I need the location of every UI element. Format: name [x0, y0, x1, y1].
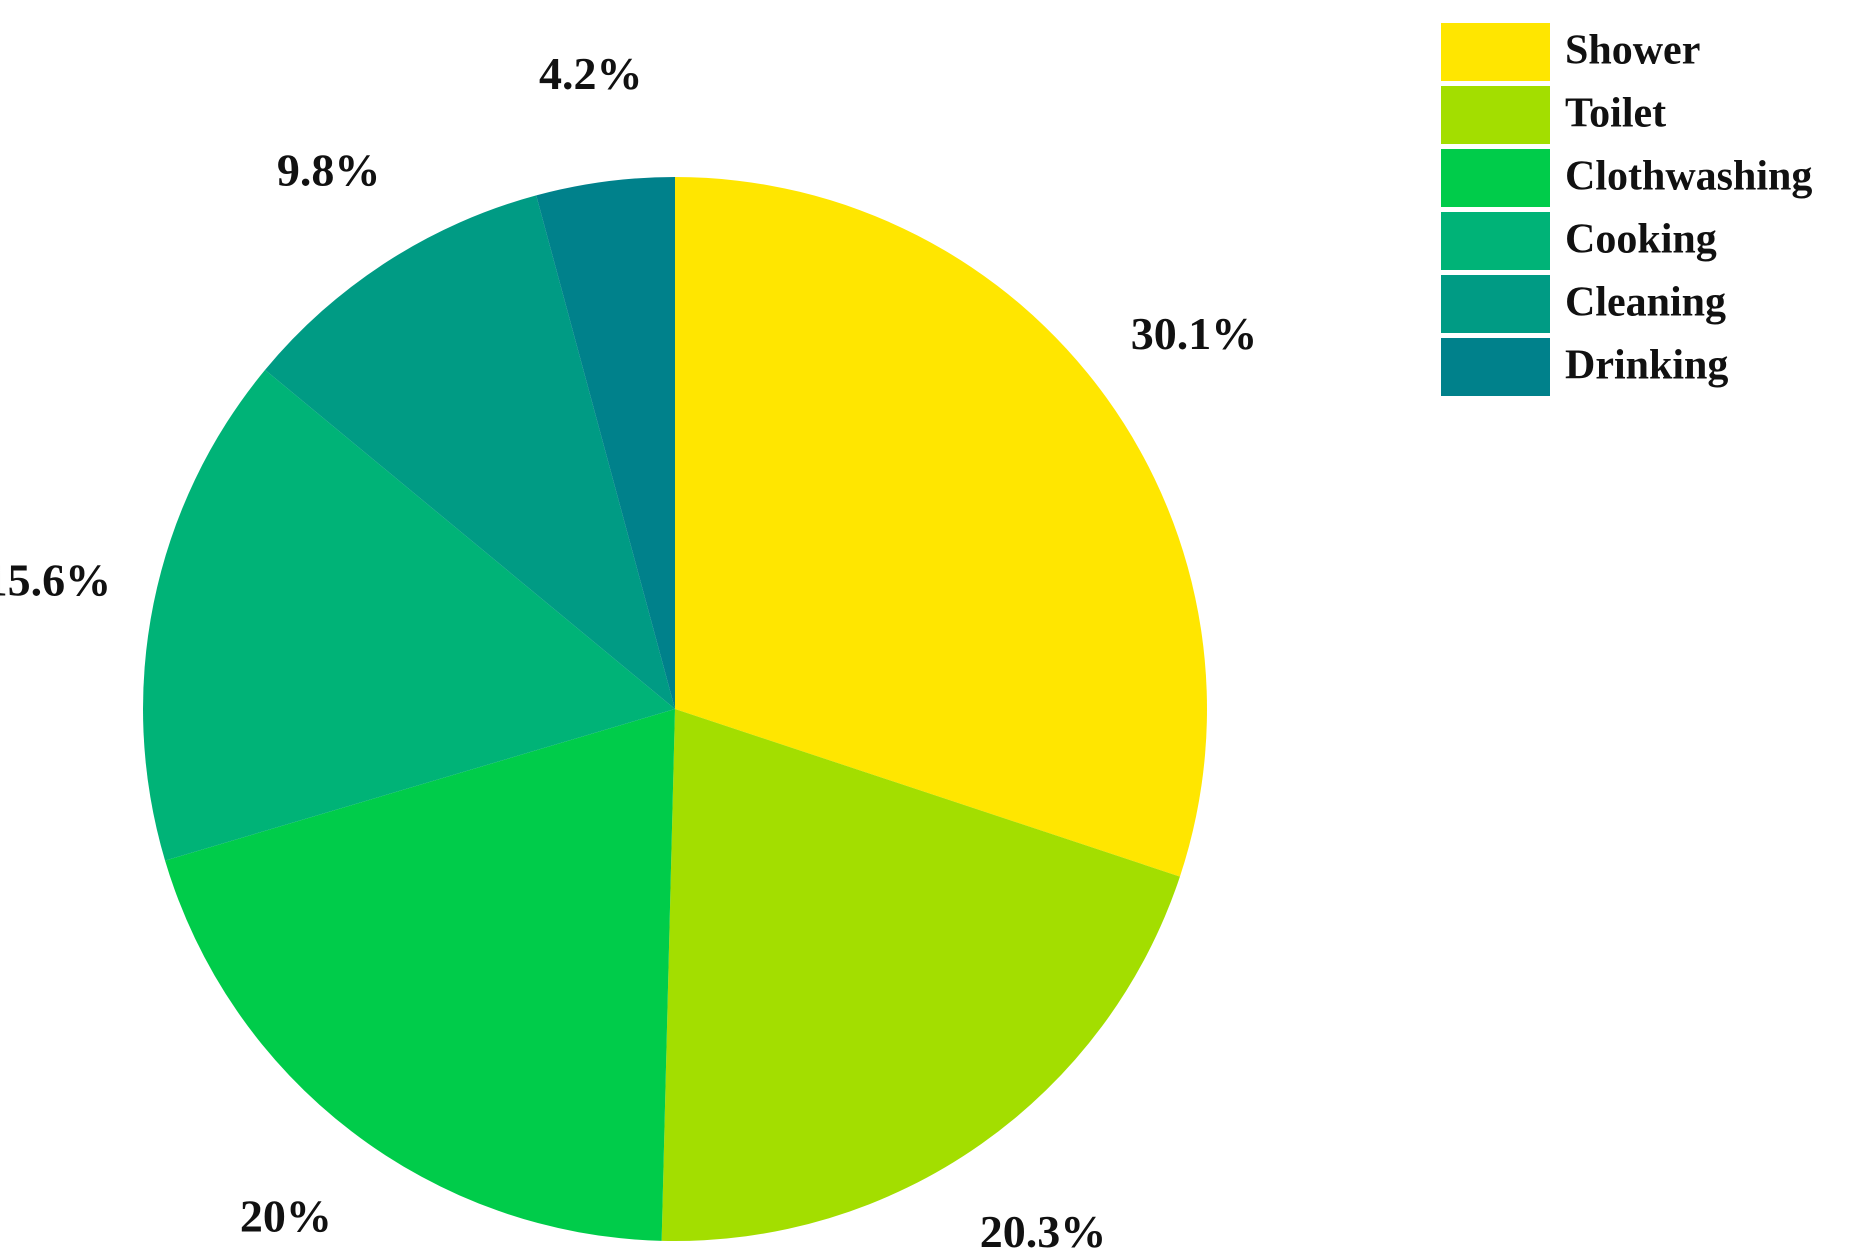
pie-slice — [661, 709, 1180, 1242]
legend-label: Cooking — [1565, 217, 1717, 263]
value-label: 20% — [240, 1191, 332, 1242]
legend-swatch — [1439, 210, 1552, 272]
legend-label: Toilet — [1565, 91, 1666, 137]
legend-swatch — [1439, 273, 1552, 335]
legend-label: Clothwashing — [1565, 154, 1812, 200]
pie-slice — [165, 709, 675, 1241]
value-label: 30.1% — [1131, 308, 1258, 359]
legend-label: Shower — [1565, 28, 1700, 74]
legend-swatch — [1439, 336, 1552, 398]
value-label: 4.2% — [539, 48, 643, 99]
legend-swatch — [1439, 147, 1552, 209]
pie-slice — [142, 369, 676, 861]
value-label: 20.3% — [980, 1206, 1107, 1254]
legend-label: Cleaning — [1565, 280, 1726, 326]
legend-swatch — [1439, 84, 1552, 146]
pie-slice — [675, 177, 1207, 877]
value-label: 15.6% — [0, 555, 111, 606]
legend-label: Drinking — [1565, 343, 1728, 389]
pie-slice — [265, 195, 675, 709]
pie-slice — [536, 177, 675, 709]
value-label: 9.8% — [277, 144, 381, 195]
legend-swatch — [1439, 21, 1552, 83]
